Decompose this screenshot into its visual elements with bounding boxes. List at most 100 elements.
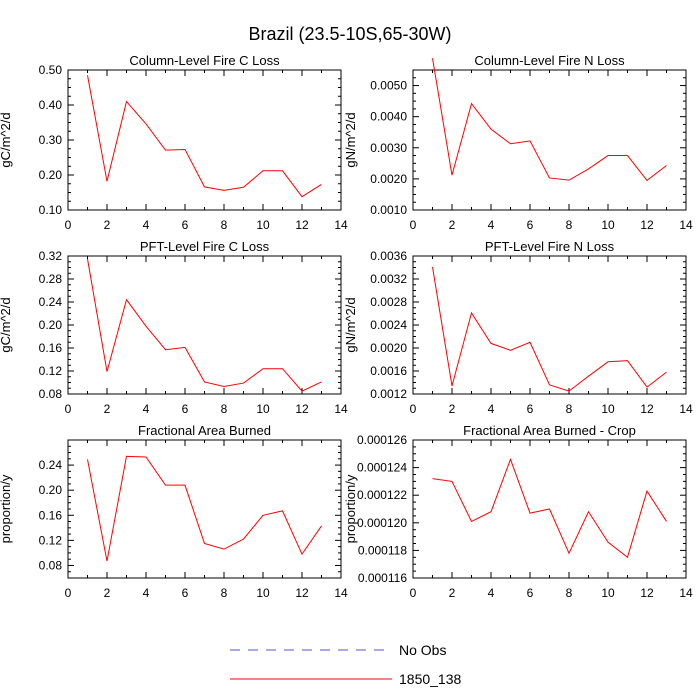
- y-tick-label: 0.0050: [370, 79, 407, 93]
- y-axis-label: gC/m^2/d: [0, 112, 13, 167]
- y-tick-label: 0.28: [39, 272, 63, 286]
- plot-frame: [412, 255, 687, 395]
- x-tick-label: 4: [488, 218, 495, 232]
- x-tick-label: 6: [182, 586, 189, 600]
- x-tick-label: 6: [527, 586, 534, 600]
- chart-panel-4: PFT-Level Fire N Loss 0 2 4 6 8 10 12 14 0.0012 0.…: [343, 239, 693, 416]
- y-tick-label: 0.40: [39, 98, 63, 112]
- y-tick-label: 0.0016: [370, 364, 407, 378]
- x-tick-label: 8: [221, 586, 228, 600]
- y-tick-label: 0.16: [39, 341, 63, 355]
- y-tick-label: 0.24: [39, 295, 63, 309]
- legend-label-no-obs: No Obs: [399, 642, 446, 658]
- legend-label-1850-138: 1850_138: [399, 671, 462, 687]
- x-tick-label: 2: [104, 586, 111, 600]
- x-tick-label: 4: [143, 586, 150, 600]
- x-tick-label: 4: [143, 218, 150, 232]
- y-tick-label: 0.000126: [357, 433, 407, 447]
- chart-panel-6: Fractional Area Burned - Crop 0 2 4 6 8 10 12 14…: [343, 423, 693, 600]
- x-tick-label: 12: [295, 586, 309, 600]
- x-tick-label: 12: [295, 402, 309, 416]
- series-line-1850_138: [87, 455, 322, 562]
- y-tick-label: 0.24: [39, 458, 63, 472]
- x-tick-label: 2: [449, 218, 456, 232]
- chart-panel-1: Column-Level Fire C Loss 0 2 4 6 8 10 12 14 0.10 0…: [0, 53, 348, 232]
- x-tick-label: 8: [221, 402, 228, 416]
- y-axis-label: gN/m^2/d: [343, 297, 358, 352]
- y-tick-label: 0.000116: [358, 571, 407, 585]
- y-tick-label: 0.0040: [370, 110, 407, 124]
- legend: No Obs 1850_138: [230, 642, 462, 687]
- x-tick-label: 0: [65, 218, 72, 232]
- y-tick-label: 0.50: [39, 63, 63, 77]
- y-tick-label: 0.0024: [370, 318, 407, 332]
- x-tick-label: 0: [65, 586, 72, 600]
- y-tick-label: 0.20: [39, 318, 63, 332]
- y-tick-label: 0.30: [39, 133, 63, 147]
- x-tick-label: 8: [566, 218, 573, 232]
- chart-panel-5: Fractional Area Burned 0 2 4 6 8 10 12 14 0.08 0.1…: [0, 423, 348, 600]
- x-tick-label: 0: [65, 402, 72, 416]
- x-tick-label: 10: [256, 402, 270, 416]
- x-tick-label: 2: [449, 402, 456, 416]
- x-tick-label: 14: [334, 218, 348, 232]
- x-tick-label: 6: [527, 402, 534, 416]
- panel-title: Column-Level Fire N Loss: [474, 53, 625, 68]
- y-tick-label: 0.0010: [370, 203, 407, 217]
- y-axis-label: proportion/y: [343, 474, 358, 543]
- x-tick-label: 6: [182, 218, 189, 232]
- series-line-1850_138: [87, 75, 322, 198]
- y-tick-label: 0.12: [39, 533, 63, 547]
- panel-title: Fractional Area Burned - Crop: [463, 423, 636, 438]
- x-tick-label: 14: [679, 402, 693, 416]
- y-tick-label: 0.0030: [370, 141, 407, 155]
- y-axis-label: gC/m^2/d: [0, 297, 13, 352]
- plot-frame: [67, 69, 342, 211]
- y-tick-label: 0.16: [39, 508, 63, 522]
- x-tick-label: 12: [295, 218, 309, 232]
- x-tick-label: 6: [527, 218, 534, 232]
- x-tick-label: 2: [104, 218, 111, 232]
- x-tick-label: 4: [143, 402, 150, 416]
- y-tick-label: 0.12: [39, 364, 63, 378]
- x-tick-label: 4: [488, 402, 495, 416]
- series-line-1850_138: [432, 266, 667, 392]
- y-tick-label: 0.32: [39, 249, 63, 263]
- chart-panel-2: Column-Level Fire N Loss 0 2 4 6 8 10 12 14 0.001…: [343, 53, 693, 232]
- x-tick-label: 2: [104, 402, 111, 416]
- x-tick-label: 0: [410, 586, 417, 600]
- x-tick-label: 10: [601, 586, 615, 600]
- y-tick-label: 0.0032: [370, 272, 407, 286]
- y-tick-label: 0.20: [39, 483, 63, 497]
- y-tick-label: 0.20: [39, 168, 63, 182]
- y-tick-label: 0.0028: [370, 295, 407, 309]
- y-tick-label: 0.08: [39, 558, 63, 572]
- x-tick-label: 10: [256, 218, 270, 232]
- y-tick-label: 0.0036: [370, 249, 407, 263]
- x-tick-label: 14: [679, 218, 693, 232]
- x-tick-label: 2: [449, 586, 456, 600]
- x-tick-label: 6: [182, 402, 189, 416]
- series-line-1850_138: [432, 457, 667, 559]
- series-line-1850_138: [87, 258, 322, 392]
- y-tick-label: 0.000120: [357, 516, 407, 530]
- y-tick-label: 0.000124: [357, 461, 407, 475]
- y-axis-label: proportion/y: [0, 474, 13, 543]
- x-tick-label: 14: [334, 402, 348, 416]
- x-tick-label: 12: [640, 402, 654, 416]
- x-tick-label: 12: [640, 218, 654, 232]
- x-tick-label: 12: [640, 586, 654, 600]
- y-tick-label: 0.000118: [358, 543, 407, 557]
- x-tick-label: 8: [566, 586, 573, 600]
- chart-panel-3: PFT-Level Fire C Loss 0 2 4 6 8 10 12 14 0.08 0.12…: [0, 239, 348, 416]
- x-tick-label: 10: [256, 586, 270, 600]
- panel-title: PFT-Level Fire C Loss: [140, 239, 270, 254]
- panel-title: PFT-Level Fire N Loss: [485, 239, 615, 254]
- y-tick-label: 0.0020: [370, 172, 407, 186]
- y-tick-label: 0.08: [39, 387, 63, 401]
- panel-title: Column-Level Fire C Loss: [129, 53, 280, 68]
- y-tick-label: 0.000122: [357, 488, 407, 502]
- x-tick-label: 10: [601, 402, 615, 416]
- x-tick-label: 8: [221, 218, 228, 232]
- x-tick-label: 8: [566, 402, 573, 416]
